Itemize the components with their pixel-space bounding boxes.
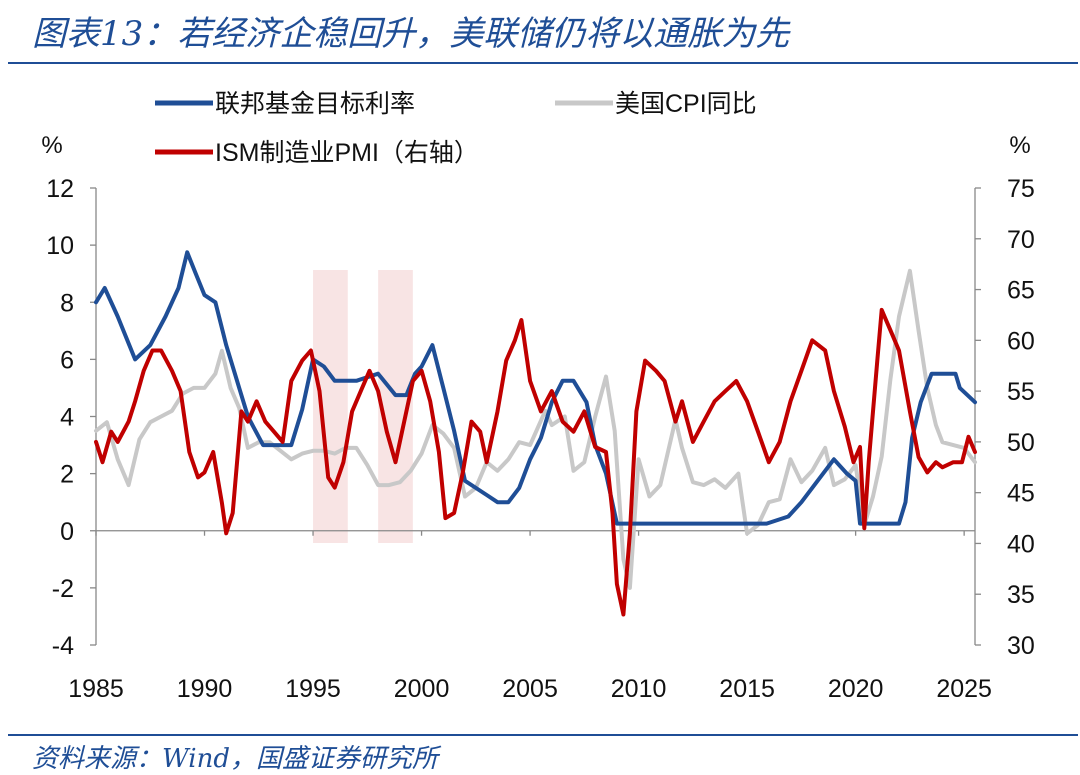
right-tick-label: 35	[1007, 581, 1035, 609]
left-tick-label: 8	[60, 289, 74, 317]
legend-label: 联邦基金目标利率	[215, 90, 415, 118]
x-tick-label: 2025	[936, 675, 992, 703]
chart-title: 图表13：若经济企稳回升，美联储仍将以通胀为先	[32, 14, 790, 54]
x-tick-label: 2005	[502, 675, 558, 703]
right-tick-label: 60	[1007, 327, 1035, 355]
x-tick-label: 2015	[719, 675, 775, 703]
right-tick-label: 45	[1007, 480, 1035, 508]
x-tick-label: 1995	[285, 675, 341, 703]
x-tick-label: 1985	[68, 675, 124, 703]
chart-axes: 12 10 8 6 4 2 0 -2 -4 75 70 65 60 55 50 45 40 35 30 1985 199…	[46, 175, 1035, 703]
recession-bands	[313, 270, 413, 543]
chart-canvas: 12 10 8 6 4 2 0 -2 -4 75 70 65 60 55 50 45 40 35 30 1985 199…	[41, 90, 1035, 703]
left-tick-label: -2	[52, 575, 74, 603]
x-tick-label: 1990	[177, 675, 233, 703]
right-tick-label: 30	[1007, 632, 1035, 660]
x-tick-label: 2000	[394, 675, 450, 703]
right-tick-label: 55	[1007, 378, 1035, 406]
legend-label: ISM制造业PMI（右轴）	[215, 139, 479, 167]
left-tick-label: 4	[60, 404, 74, 432]
recession-band	[313, 270, 348, 543]
x-tick-label: 2020	[828, 675, 884, 703]
right-tick-label: 50	[1007, 429, 1035, 457]
series-line-0	[94, 250, 977, 526]
right-tick-label: 75	[1007, 175, 1035, 203]
title-divider	[8, 62, 1078, 64]
left-tick-label: 0	[60, 518, 74, 546]
source-divider	[8, 734, 1078, 736]
right-axis-unit: %	[1009, 132, 1030, 159]
source-note: 资料来源：Wind，国盛证券研究所	[32, 744, 438, 774]
left-tick-label: -4	[52, 632, 74, 660]
right-tick-label: 40	[1007, 530, 1035, 558]
left-tick-label: 2	[60, 461, 74, 489]
left-axis-unit: %	[41, 132, 62, 159]
chart-legend: 联邦基金目标利率 美国CPI同比 ISM制造业PMI（右轴）	[155, 90, 757, 167]
x-tick-label: 2010	[611, 675, 667, 703]
right-tick-label: 65	[1007, 277, 1035, 305]
left-tick-label: 10	[46, 232, 74, 260]
series-line-1	[94, 268, 977, 590]
legend-label: 美国CPI同比	[615, 90, 757, 118]
left-tick-label: 6	[60, 346, 74, 374]
series-lines	[94, 250, 977, 617]
right-tick-label: 70	[1007, 226, 1035, 254]
left-tick-label: 12	[46, 175, 74, 203]
series-line-2	[94, 307, 977, 617]
